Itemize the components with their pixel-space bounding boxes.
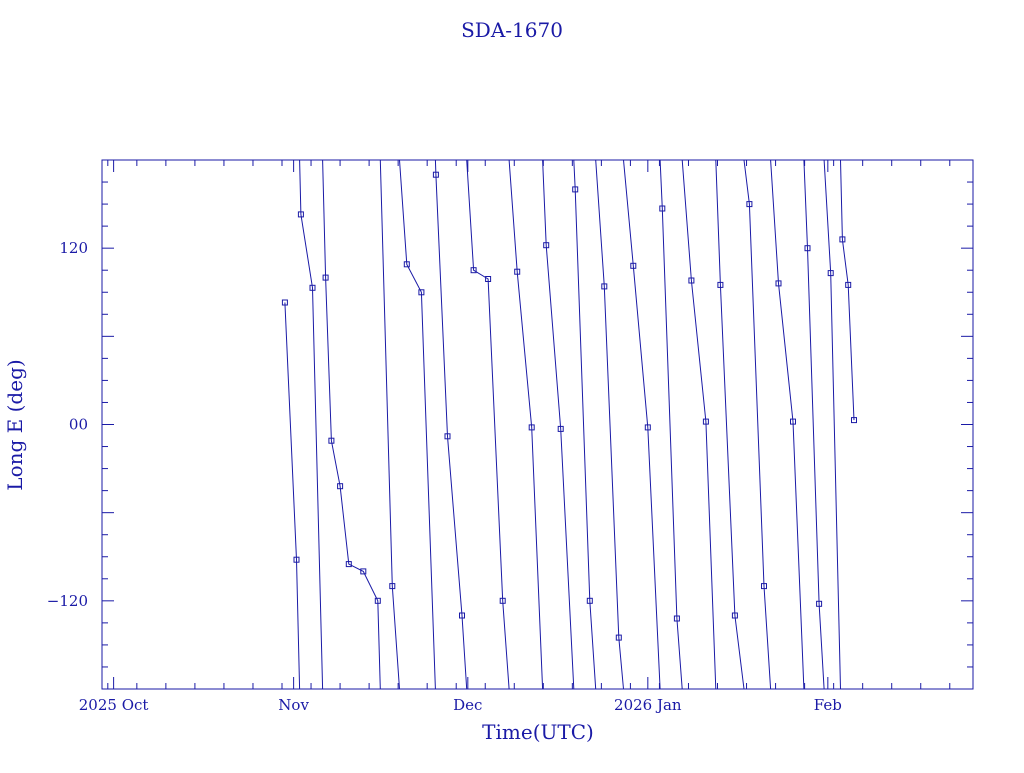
data-point-marker: [845, 281, 852, 288]
y-axis-label: Long E (deg): [3, 359, 27, 490]
series-layer: [281, 160, 857, 689]
series-group: [281, 160, 857, 689]
data-point-marker: [839, 236, 846, 243]
data-point-marker: [804, 245, 811, 252]
x-tick-label: 2025 Oct: [79, 696, 149, 714]
data-point-marker: [374, 597, 381, 604]
data-point-marker: [293, 556, 300, 563]
data-point-marker: [572, 186, 579, 193]
data-point-marker: [389, 583, 396, 590]
data-point-marker: [746, 201, 753, 208]
data-point-marker: [444, 433, 451, 440]
data-point-marker: [702, 418, 709, 425]
data-point-marker: [659, 205, 666, 212]
data-point-marker: [615, 634, 622, 641]
y-tick-label: −120: [47, 592, 88, 610]
tick-labels: 120 00 −120 2025 Oct Nov Dec 2026 Jan Feb: [47, 239, 842, 714]
data-point-marker: [761, 583, 767, 590]
data-point-marker: [717, 281, 724, 288]
x-tick-label: 2026 Jan: [614, 696, 682, 714]
data-point-marker: [816, 600, 823, 607]
data-point-marker: [775, 280, 782, 287]
data-point-marker: [470, 267, 477, 274]
x-axis-label: Time(UTC): [482, 720, 594, 744]
data-point-marker: [630, 262, 637, 269]
data-point-marker: [851, 417, 857, 424]
data-point-marker: [485, 276, 492, 282]
data-point-marker: [328, 437, 335, 444]
data-point-marker: [586, 597, 593, 604]
data-point-marker: [601, 283, 608, 290]
plot-frame: [101, 159, 974, 690]
y-tick-label: 120: [59, 239, 88, 257]
data-point-marker: [827, 270, 834, 277]
data-point-marker: [688, 277, 695, 284]
y-tick-label: 00: [69, 416, 88, 434]
data-point-marker: [322, 274, 329, 281]
data-point-marker: [360, 568, 367, 575]
data-point-marker: [403, 261, 410, 268]
data-point-marker: [345, 561, 352, 568]
x-tick-label: Dec: [453, 696, 482, 714]
data-point-marker: [459, 612, 465, 619]
data-point-marker: [499, 597, 506, 604]
x-tick-label: Nov: [278, 696, 309, 714]
data-point-marker: [514, 268, 521, 275]
series-line: [284, 160, 855, 689]
data-point-marker: [673, 615, 680, 622]
data-point-marker: [432, 171, 439, 178]
data-point-marker: [790, 418, 796, 425]
data-point-marker: [543, 242, 550, 249]
tick-marks: [102, 159, 973, 690]
data-point-marker: [418, 289, 425, 296]
data-point-marker: [309, 284, 316, 291]
data-point-marker: [731, 612, 738, 619]
data-point-marker: [528, 424, 535, 431]
data-point-marker: [281, 299, 288, 306]
chart-title: SDA-1670: [461, 18, 563, 42]
data-point-marker: [644, 424, 651, 431]
data-point-marker: [557, 425, 564, 432]
data-point-marker: [297, 211, 304, 218]
data-point-marker: [337, 483, 344, 490]
x-tick-label: Feb: [814, 696, 842, 714]
